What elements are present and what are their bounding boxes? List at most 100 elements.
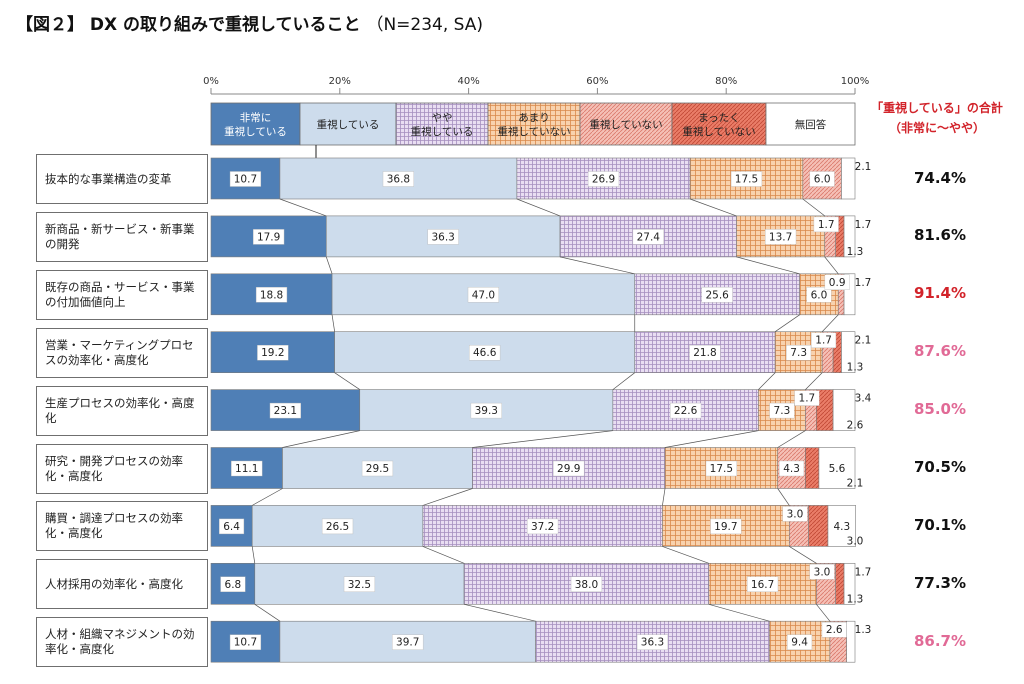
value-label-bg (269, 402, 301, 419)
value-label: 1.7 (818, 219, 835, 231)
value-label-bg (811, 332, 837, 348)
series-connector-line (708, 603, 770, 622)
value-label: 18.8 (260, 289, 283, 301)
bar-segment-no-answer (841, 331, 856, 374)
value-label: 19.7 (714, 521, 737, 533)
value-label: 39.3 (475, 405, 498, 417)
x-tick-label: 40% (457, 76, 479, 87)
total-header-line1: 「重視している」の合計 (871, 101, 1003, 115)
legend-swatch-important (299, 102, 397, 146)
value-label: 47.0 (472, 289, 495, 301)
value-label: 2.1 (855, 335, 872, 347)
series-connector-line (824, 256, 839, 275)
value-label-bg (779, 460, 805, 477)
value-label-bg (746, 576, 779, 592)
value-label: 29.5 (366, 463, 389, 475)
category-label: 生産プロセスの効率化・高度化 (36, 385, 208, 436)
series-connector-line (821, 314, 839, 332)
value-label-bg (220, 576, 246, 592)
series-connector-line (758, 372, 776, 390)
value-label-bg (470, 402, 502, 419)
value-label: 36.3 (431, 231, 454, 243)
series-connector-line (802, 198, 825, 217)
value-label: 1.3 (847, 362, 864, 374)
value-label-bg (806, 287, 832, 303)
value-label: 13.7 (769, 231, 792, 243)
value-label-bg (219, 518, 245, 535)
value-label-bg (809, 171, 835, 187)
legend-label-not-at-all: まったく (698, 112, 740, 124)
value-label: 9.4 (791, 637, 808, 649)
bar-segment-no-answer (843, 215, 856, 258)
value-label: 39.7 (396, 637, 419, 649)
value-label: 16.7 (751, 579, 774, 591)
value-label: 21.8 (693, 347, 716, 359)
value-label: 25.6 (705, 289, 729, 301)
legend-label-not-much: 重視していない (497, 125, 570, 138)
legend-label-very: 重視している (224, 125, 287, 138)
value-label: 2.1 (855, 161, 872, 173)
series-connector-line (334, 372, 360, 390)
value-label-bg (782, 506, 808, 522)
chart-title-main: 【図２】 DX の取り組みで重視していること (16, 15, 361, 35)
total-value: 70.1% (913, 515, 967, 534)
value-label: 19.2 (261, 347, 284, 359)
series-connector-line (777, 488, 790, 506)
bar-segment-no-answer (841, 157, 856, 200)
total-column-header: 「重視している」の合計 （非常に～やや） (862, 98, 1012, 138)
legend-swatch-not-at-all (671, 102, 767, 146)
total-value: 91.4% (913, 284, 967, 303)
category-label: 人材採用の効率化・高度化 (36, 559, 208, 610)
series-connector-line (422, 488, 473, 506)
series-connector-line (251, 546, 256, 564)
legend-label-somewhat: 重視している (411, 125, 474, 138)
series-connector-line (282, 430, 360, 448)
value-label: 32.5 (348, 579, 371, 591)
chart-title-sub: （N=234, SA) (366, 15, 484, 35)
bar-segment-not-at-all (808, 505, 829, 547)
bar-segment-no-answer (818, 447, 856, 489)
value-label-bg (787, 634, 813, 650)
chart-title: 【図２】 DX の取り組みで重視していること （N=234, SA) (16, 10, 483, 35)
legend-swatch-somewhat (395, 102, 489, 146)
total-value: 87.6% (913, 342, 967, 361)
value-label: 36.3 (641, 637, 664, 649)
value-label: 1.7 (799, 393, 816, 405)
value-label-bg (821, 622, 847, 638)
value-label: 3.0 (847, 535, 864, 547)
value-label: 1.7 (855, 566, 872, 578)
series-connector-line (777, 430, 806, 448)
series-connector-line (664, 430, 759, 448)
value-label-bg (253, 229, 285, 245)
series-connector-line (805, 372, 823, 390)
value-label-bg (570, 576, 603, 592)
value-label: 2.6 (847, 420, 864, 432)
value-label: 23.1 (274, 405, 297, 417)
value-label: 22.6 (674, 405, 698, 417)
value-label-bg (382, 171, 415, 187)
category-label: 抜本的な事業構造の変革 (36, 154, 208, 204)
series-connector-line (422, 546, 465, 564)
series-connector-line (662, 546, 709, 564)
value-label: 10.7 (234, 174, 257, 186)
value-label: 3.0 (814, 566, 831, 578)
bar-segment-no-answer (843, 273, 856, 316)
series-connector-line (516, 198, 561, 217)
value-label: 46.6 (473, 347, 497, 359)
value-label: 2.1 (847, 478, 864, 490)
legend-swatch-not-much (487, 102, 581, 146)
value-label: 1.7 (815, 335, 832, 347)
legend-label-not: 重視していない (589, 118, 662, 131)
value-label-bg (794, 390, 820, 406)
total-value: 86.7% (913, 631, 967, 650)
total-value: 77.3% (913, 573, 967, 592)
series-connector-line (331, 314, 335, 332)
series-connector-line (789, 546, 817, 564)
value-label-bg (469, 345, 501, 361)
value-label-bg (231, 460, 263, 477)
value-label-bg (636, 634, 669, 650)
category-label: 営業・マーケティングプロセスの効率化・高度化 (36, 327, 208, 378)
value-label-bg (392, 634, 424, 650)
legend-label-somewhat: やや (432, 112, 453, 124)
